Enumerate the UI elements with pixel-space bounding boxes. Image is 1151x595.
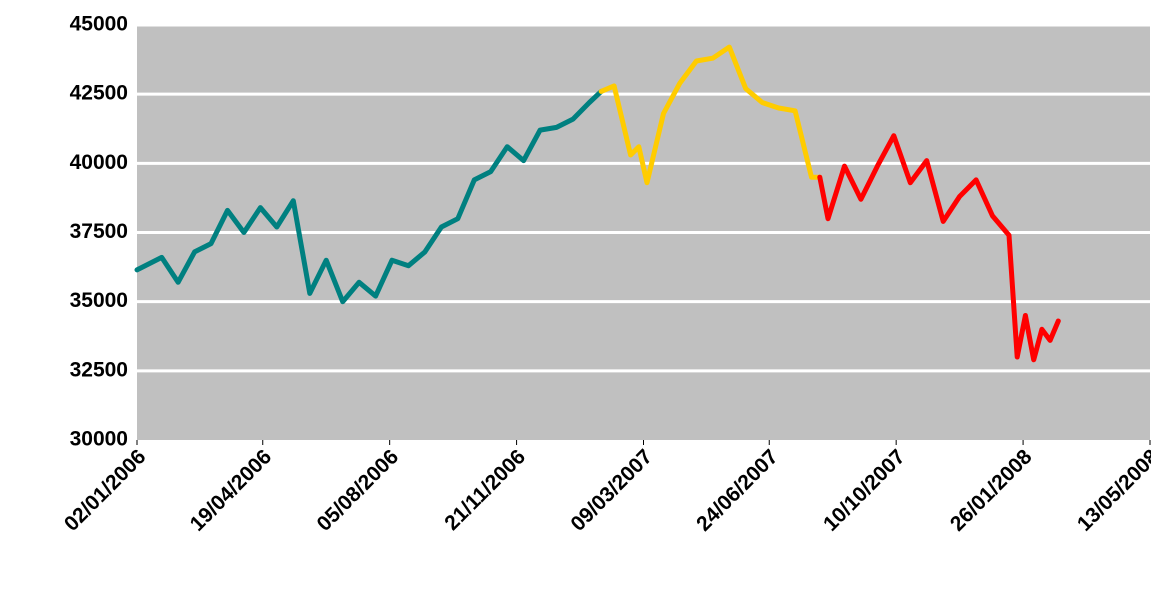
- y-tick-label: 32500: [70, 358, 128, 381]
- x-tick-label: 24/06/2007: [692, 445, 783, 536]
- x-tick-label: 02/01/2006: [60, 445, 151, 536]
- x-tick-label: 26/01/2008: [946, 445, 1037, 536]
- x-tick-label: 09/03/2007: [566, 445, 657, 536]
- line-series: [817, 133, 1061, 363]
- x-tick-label: 05/08/2006: [313, 445, 404, 536]
- x-tick-label: 19/04/2006: [186, 445, 277, 536]
- y-tick-label: 35000: [70, 289, 128, 312]
- x-tick-label: 10/10/2007: [819, 445, 910, 536]
- y-tick-label: 45000: [70, 13, 128, 36]
- y-tick-label: 37500: [70, 220, 128, 243]
- y-tick-label: 40000: [70, 151, 128, 174]
- y-tick-label: 42500: [70, 82, 128, 105]
- x-tick-label: 21/11/2006: [440, 445, 530, 535]
- y-tick-label: 30000: [70, 428, 128, 451]
- x-tick-label: 13/05/2008: [1073, 445, 1151, 536]
- line-series: [598, 44, 823, 186]
- line-series: [134, 88, 604, 305]
